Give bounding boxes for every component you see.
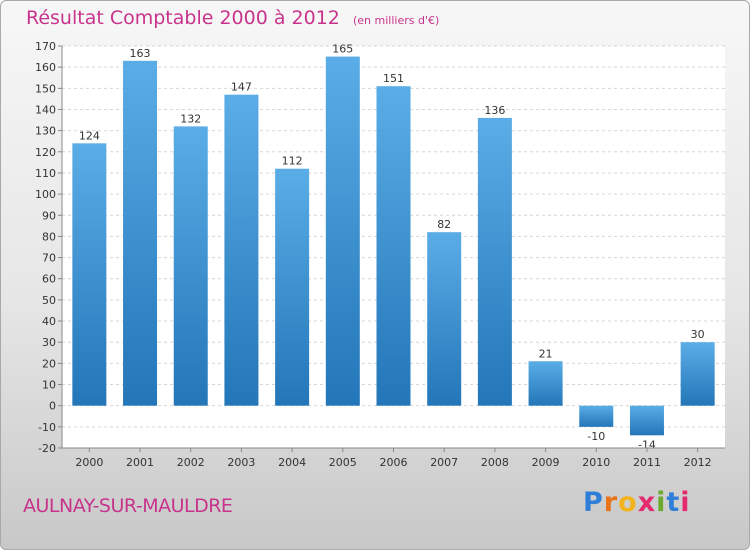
bar-2001 — [123, 60, 158, 406]
logo-letter: r — [603, 487, 619, 518]
value-label: 21 — [539, 347, 553, 360]
x-tick-label: 2000 — [75, 456, 103, 469]
y-tick-label: 90 — [42, 209, 56, 222]
value-label: 165 — [332, 43, 353, 56]
value-label: 132 — [180, 112, 201, 125]
bar-2012 — [680, 342, 715, 406]
y-tick-label: 50 — [42, 294, 56, 307]
y-tick-label: 70 — [42, 252, 56, 265]
bar-2005 — [325, 56, 360, 406]
bar-2000 — [72, 143, 107, 406]
y-tick-label: 80 — [42, 230, 56, 243]
x-tick-label: 2001 — [126, 456, 154, 469]
logo-letter: i — [680, 487, 691, 518]
x-tick-label: 2005 — [329, 456, 357, 469]
y-tick-label: 130 — [35, 125, 56, 138]
y-tick-label: 40 — [42, 315, 56, 328]
y-tick-label: 150 — [35, 82, 56, 95]
value-label: 82 — [437, 218, 451, 231]
y-tick-label: 110 — [35, 167, 56, 180]
value-label: 147 — [231, 81, 252, 94]
y-tick-label: 0 — [49, 400, 56, 413]
x-tick-label: 2010 — [582, 456, 610, 469]
value-label: 124 — [79, 129, 100, 142]
bar-2002 — [173, 126, 208, 406]
x-tick-label: 2008 — [481, 456, 509, 469]
chart-title: Résultat Comptable 2000 à 2012 — [26, 7, 340, 29]
y-tick-label: 170 — [35, 40, 56, 53]
value-label: 136 — [484, 104, 505, 117]
value-label: -10 — [587, 430, 605, 443]
y-tick-label: -20 — [38, 442, 56, 455]
value-label: 163 — [130, 47, 151, 60]
bar-2003 — [224, 94, 259, 406]
bar-2004 — [275, 168, 310, 406]
x-tick-label: 2006 — [380, 456, 408, 469]
commune-name: AULNAY-SUR-MAULDRE — [23, 495, 233, 517]
bar-2008 — [477, 117, 512, 406]
logo-letter: t — [666, 487, 681, 518]
x-tick-label: 2003 — [227, 456, 255, 469]
y-tick-label: 20 — [42, 357, 56, 370]
logo-letter: o — [618, 487, 638, 518]
bar-2009 — [528, 361, 563, 406]
bar-2006 — [376, 86, 411, 406]
logo-letter: x — [637, 487, 657, 518]
x-tick-label: 2012 — [684, 456, 712, 469]
y-tick-label: 10 — [42, 379, 56, 392]
value-label: 151 — [383, 72, 404, 85]
proxiti-logo: Proxiti — [583, 487, 691, 518]
x-tick-label: 2009 — [532, 456, 560, 469]
value-label: 30 — [691, 328, 705, 341]
y-tick-label: 160 — [35, 61, 56, 74]
x-tick-label: 2004 — [278, 456, 306, 469]
y-tick-label: 120 — [35, 146, 56, 159]
logo-letter: i — [656, 487, 667, 518]
y-tick-label: 140 — [35, 103, 56, 116]
chart-subtitle: (en milliers d'€) — [352, 14, 440, 27]
x-tick-label: 2002 — [177, 456, 205, 469]
bar-2007 — [427, 232, 462, 406]
bar-2010 — [579, 405, 614, 427]
logo-letter: P — [583, 487, 604, 518]
y-tick-label: 30 — [42, 336, 56, 349]
title-row: Résultat Comptable 2000 à 2012 (en milli… — [26, 7, 439, 29]
x-tick-label: 2007 — [430, 456, 458, 469]
y-tick-label: -10 — [38, 421, 56, 434]
x-tick-label: 2011 — [633, 456, 661, 469]
y-tick-label: 100 — [35, 188, 56, 201]
bar-2011 — [629, 405, 664, 436]
value-label: 112 — [282, 155, 303, 168]
y-tick-label: 60 — [42, 273, 56, 286]
